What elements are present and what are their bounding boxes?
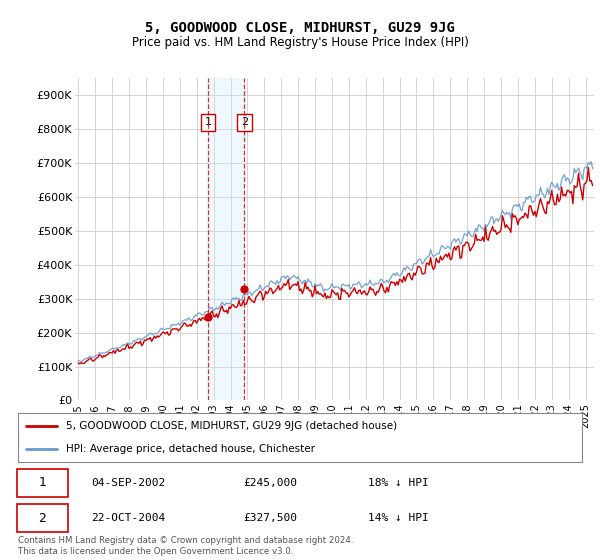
FancyBboxPatch shape	[17, 504, 68, 533]
Bar	[208, 78, 244, 400]
Text: 1: 1	[205, 118, 212, 128]
Text: 2: 2	[241, 118, 248, 128]
Text: 5, GOODWOOD CLOSE, MIDHURST, GU29 9JG (detached house): 5, GOODWOOD CLOSE, MIDHURST, GU29 9JG (d…	[66, 421, 397, 431]
Text: HPI: Average price, detached house, Chichester: HPI: Average price, detached house, Chic…	[66, 444, 315, 454]
Text: Contains HM Land Registry data © Crown copyright and database right 2024.
This d: Contains HM Land Registry data © Crown c…	[18, 536, 353, 556]
Text: 5, GOODWOOD CLOSE, MIDHURST, GU29 9JG: 5, GOODWOOD CLOSE, MIDHURST, GU29 9JG	[145, 21, 455, 35]
Text: 22-OCT-2004: 22-OCT-2004	[91, 514, 166, 524]
Text: 2: 2	[38, 512, 46, 525]
Text: £327,500: £327,500	[244, 514, 298, 524]
Text: £245,000: £245,000	[244, 478, 298, 488]
Text: Price paid vs. HM Land Registry's House Price Index (HPI): Price paid vs. HM Land Registry's House …	[131, 36, 469, 49]
Text: 04-SEP-2002: 04-SEP-2002	[91, 478, 166, 488]
Text: 14% ↓ HPI: 14% ↓ HPI	[368, 514, 428, 524]
Text: 18% ↓ HPI: 18% ↓ HPI	[368, 478, 428, 488]
FancyBboxPatch shape	[17, 469, 68, 497]
Text: 1: 1	[38, 476, 46, 489]
